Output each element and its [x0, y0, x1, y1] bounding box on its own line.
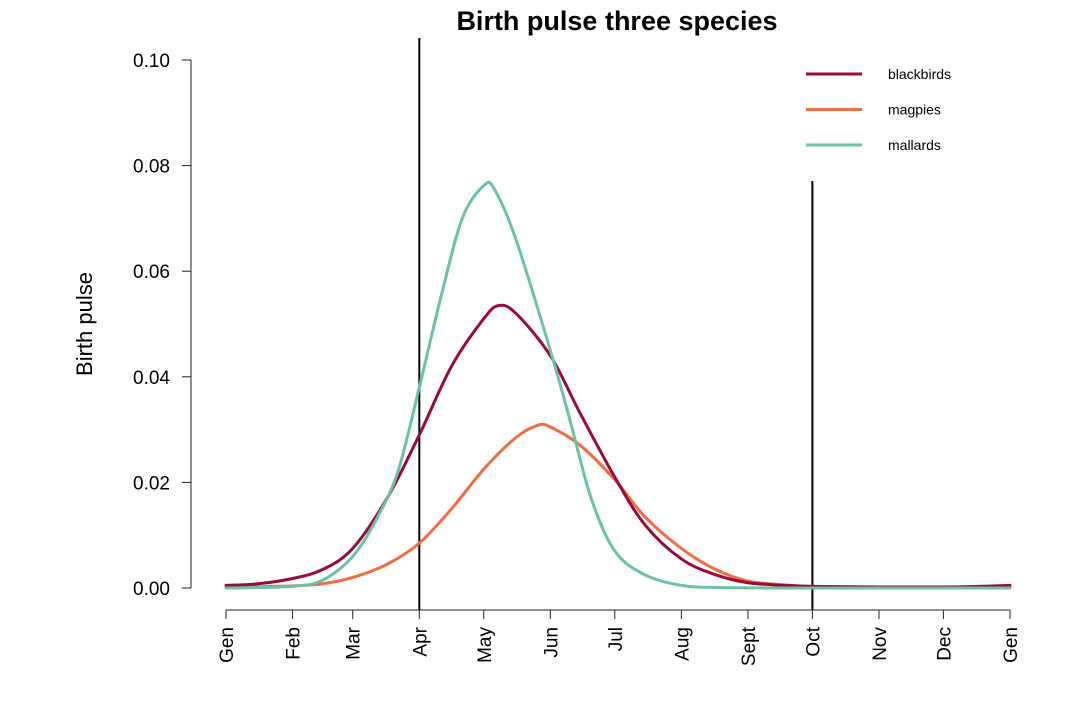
y-tick-label: 0.04 — [133, 368, 170, 389]
x-tick-label: Gen — [217, 627, 238, 663]
x-tick-label: Oct — [803, 626, 824, 656]
y-tick-label: 0.06 — [133, 262, 170, 283]
legend: blackbirds magpies mallards — [792, 52, 982, 162]
y-tick-label: 0.08 — [133, 157, 170, 178]
y-tick-label: 0.00 — [133, 579, 170, 600]
legend-label-blackbirds: blackbirds — [888, 66, 951, 82]
series-line-blackbirds — [224, 303, 1012, 589]
x-tick-label: Feb — [284, 627, 305, 660]
y-axis: 0.00 0.02 0.04 0.06 0.08 0.10 — [133, 51, 192, 600]
x-tick-label: Jul — [606, 627, 627, 651]
x-tick-label: Apr — [410, 626, 431, 656]
legend-label-magpies: magpies — [888, 102, 941, 118]
y-tick-label: 0.10 — [133, 51, 170, 72]
x-tick-label: Jun — [541, 627, 562, 658]
x-tick-label: Dec — [934, 627, 955, 661]
y-axis-label: Birth pulse — [72, 272, 97, 376]
x-tick-label: May — [475, 627, 496, 663]
x-tick-label: Sept — [739, 626, 760, 666]
y-tick-label: 0.02 — [133, 473, 170, 494]
series-line-mallards — [224, 180, 1012, 590]
x-axis: Gen Feb Mar Apr May Jun Jul Aug Sept Oct Nov Dec Gen — [217, 609, 1022, 666]
chart-title: Birth pulse three species — [456, 6, 777, 36]
x-tick-label: Aug — [672, 627, 693, 661]
x-tick-label: Gen — [1001, 627, 1022, 663]
x-tick-label: Mar — [344, 626, 365, 659]
legend-label-mallards: mallards — [888, 137, 941, 153]
plot-area — [224, 38, 1012, 610]
series-line-magpies — [224, 422, 1012, 589]
x-tick-label: Nov — [870, 627, 891, 661]
